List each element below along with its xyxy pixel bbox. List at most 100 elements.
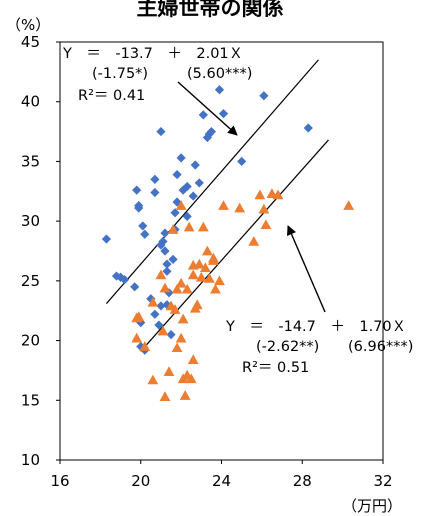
data-point-triangle (167, 224, 179, 234)
data-point-diamond (154, 320, 164, 330)
data-point-triangle (187, 354, 199, 364)
data-point-diamond (134, 203, 144, 213)
eq1-r2: R²＝ 0.41 (78, 88, 145, 104)
data-point-triangle (175, 200, 187, 210)
arrow-1 (177, 81, 238, 136)
y-tick-label: 35 (21, 152, 40, 170)
data-points (101, 85, 355, 402)
trendlines (105, 59, 329, 352)
data-point-triangle (195, 271, 207, 282)
data-point-triangle (169, 304, 181, 314)
eq2-r2: R²＝ 0.51 (242, 360, 309, 376)
data-point-triangle (179, 390, 191, 400)
x-tick-label: 24 (212, 472, 231, 490)
eq1-label: Y ＝ -13.7 ＋ 2.01Ｘ (62, 46, 243, 62)
data-point-diamond (160, 246, 170, 256)
data-point-triangle (159, 391, 171, 402)
y-axis: 10 15 20 25 30 35 40 45 (21, 33, 60, 469)
eq2-coef2: (6.96***) (348, 339, 413, 355)
data-point-triangle (147, 374, 159, 385)
data-point-diamond (156, 301, 166, 311)
data-point-triangle (272, 189, 284, 200)
data-point-triangle (197, 221, 209, 232)
y-axis-unit: （%） (6, 16, 50, 34)
data-point-diamond (130, 282, 140, 292)
data-point-triangle (159, 282, 171, 293)
data-point-triangle (147, 296, 159, 307)
data-point-diamond (218, 109, 229, 119)
data-point-diamond (214, 85, 225, 95)
data-point-diamond (132, 185, 142, 195)
data-point-diamond (111, 271, 122, 281)
x-axis: 16 20 24 28 32 (50, 460, 393, 490)
data-point-diamond (182, 211, 192, 221)
data-point-diamond (166, 330, 176, 340)
data-point-triangle (260, 219, 272, 230)
data-point-diamond (150, 309, 160, 319)
y-tick-label: 15 (21, 391, 40, 409)
data-point-triangle (258, 203, 270, 214)
data-point-diamond (156, 126, 166, 137)
data-point-triangle (214, 275, 225, 286)
data-point-diamond (160, 228, 170, 238)
y-tick-label: 20 (21, 332, 40, 350)
x-tick-label: 32 (373, 472, 392, 490)
data-point-diamond (190, 160, 200, 170)
data-point-triangle (203, 273, 215, 283)
data-point-triangle (131, 332, 143, 343)
x-axis-unit: （万円） (342, 497, 402, 515)
data-point-triangle (171, 283, 183, 294)
data-point-triangle (175, 332, 187, 343)
data-point-diamond (136, 318, 146, 328)
data-point-triangle (187, 269, 199, 280)
x-tick-label: 16 (50, 472, 69, 490)
y-tick-label: 25 (21, 272, 40, 290)
data-point-diamond (259, 91, 269, 101)
y-tick-label: 45 (21, 33, 40, 51)
data-point-diamond (172, 169, 182, 180)
data-point-triangle (218, 200, 229, 210)
data-point-triangle (155, 269, 167, 280)
data-point-diamond (168, 254, 178, 264)
eq2-label: Y ＝ -14.7 ＋ 1.70Ｘ (225, 319, 406, 335)
data-point-diamond (237, 156, 247, 167)
data-point-triangle (254, 189, 266, 200)
data-point-triangle (185, 373, 197, 384)
plot-area (59, 41, 384, 461)
data-point-triangle (193, 258, 205, 269)
data-point-diamond (150, 174, 160, 184)
data-point-triangle (181, 283, 193, 294)
chart-title: 主婦世帯の関係 (137, 0, 284, 20)
data-point-triangle (248, 236, 260, 246)
data-point-diamond (194, 178, 204, 188)
data-point-diamond (182, 181, 192, 192)
data-point-diamond (176, 153, 186, 163)
eq2-coef1: (-2.62**) (256, 339, 319, 355)
data-point-triangle (171, 342, 183, 353)
data-point-triangle (201, 245, 213, 256)
y-tick-label: 30 (21, 212, 40, 230)
data-point-triangle (175, 277, 187, 288)
data-point-triangle (157, 325, 169, 336)
data-point-diamond (138, 221, 148, 231)
data-point-triangle (208, 252, 219, 263)
data-point-diamond (303, 123, 313, 133)
data-point-diamond (198, 110, 208, 120)
data-point-triangle (199, 262, 211, 273)
data-point-diamond (188, 191, 198, 201)
data-point-triangle (183, 221, 195, 232)
data-point-diamond (136, 341, 146, 352)
data-point-triangle (133, 311, 145, 322)
x-tick-label: 20 (131, 472, 150, 490)
data-point-diamond (140, 229, 150, 239)
data-point-triangle (343, 200, 355, 210)
data-point-diamond (101, 234, 112, 244)
data-point-triangle (210, 283, 221, 294)
data-point-triangle (189, 302, 201, 313)
data-point-diamond (162, 266, 172, 276)
y-tick-label: 10 (21, 451, 40, 469)
trendline-1 (105, 59, 319, 304)
data-point-diamond (162, 259, 172, 269)
data-point-triangle (163, 366, 175, 376)
